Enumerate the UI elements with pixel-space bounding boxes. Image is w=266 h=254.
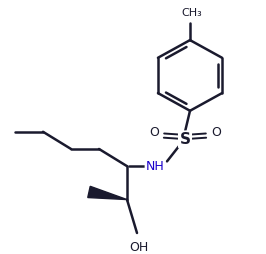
Polygon shape: [88, 186, 127, 200]
Text: O: O: [149, 126, 159, 139]
Text: OH: OH: [129, 241, 149, 254]
Text: NH: NH: [146, 160, 164, 173]
Text: CH₃: CH₃: [182, 8, 202, 18]
Text: O: O: [211, 126, 221, 139]
Text: S: S: [180, 132, 190, 147]
